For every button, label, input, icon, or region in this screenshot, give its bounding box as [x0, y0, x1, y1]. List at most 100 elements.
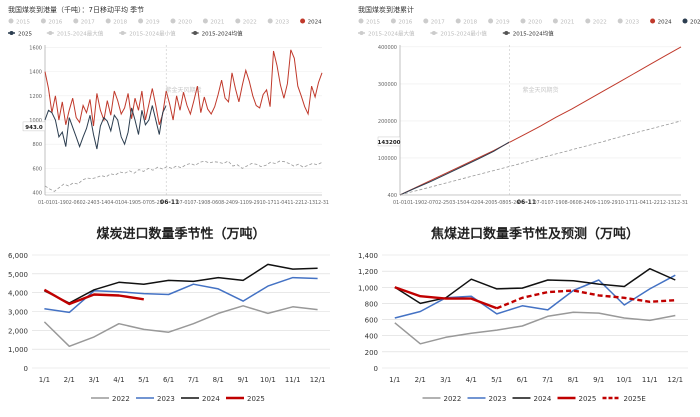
legend-label-2023: 2023: [275, 20, 289, 26]
y-tick-label: 400: [387, 193, 397, 199]
legend-marker-2018: [105, 18, 111, 24]
x-tick-label: 11/1: [642, 376, 658, 384]
x-tick-label: 11-22: [646, 200, 660, 206]
y-tick-label: 1600: [29, 45, 42, 51]
x-tick-label: 4/1: [466, 376, 477, 384]
x-tick-label: 01-19: [407, 200, 421, 206]
legend-label-2017: 2017: [431, 20, 445, 26]
legend-marker-2015: [358, 18, 364, 24]
x-tick-label: 05-26: [505, 200, 519, 206]
legend-marker-2021: [552, 18, 558, 24]
legend-label-2023: 2023: [489, 395, 507, 403]
legend-label-2018: 2018: [463, 20, 477, 26]
x-tick-label: 04-01: [107, 200, 121, 206]
x-tick-label: 9/1: [593, 376, 604, 384]
chart-svg: 煤炭进口数量季节性（万吨） 0 1,000 2,000 3,000 4,000 5,000 6…: [8, 226, 330, 403]
x-tick-label: 12-13: [660, 200, 674, 206]
legend-label-2015-2024: 2015-2024最大值: [368, 30, 415, 38]
legend-label-2020: 2020: [178, 20, 192, 26]
chart-svg: 焦煤进口数量季节性及预测（万吨） 0 200 400 600 800 1,000 1,200 1…: [358, 226, 688, 403]
y-tick-label: 2,000: [8, 327, 28, 335]
x-tick-label: 04-20: [477, 200, 491, 206]
chart-svg: 我国煤炭到港累计 2015 2016 2017 2018 2019 2020 2021 2022…: [358, 5, 700, 206]
y-tick-label: 6,000: [8, 252, 28, 260]
legend-label-2017: 2017: [81, 20, 95, 26]
x-tick-label: 02-06: [66, 200, 80, 206]
x-tick-label: 5/1: [138, 376, 149, 384]
series-line-2023: [44, 276, 318, 314]
x-tick-label: 8/1: [568, 376, 579, 384]
x-tick-label: 3/1: [440, 376, 451, 384]
series-line-2024: [399, 46, 682, 196]
x-tick-label: 05-25: [149, 200, 163, 206]
y-tick-label: 400: [365, 333, 378, 341]
legend-dot-2015-2024: [504, 31, 509, 35]
legend-label-2024: 2024: [308, 20, 322, 26]
series-line-2025: [44, 105, 167, 150]
chart-title: 我国煤炭到港量（千吨）：7日移动平均 季节: [8, 5, 144, 14]
x-tick-label: 05-08: [491, 200, 505, 206]
x-tick-label: 2/1: [415, 376, 426, 384]
legend-marker-2017: [73, 18, 79, 24]
legend-marker-2023: [617, 18, 623, 24]
current-value-label: 143200: [378, 140, 401, 146]
y-tick-label: 3,000: [8, 309, 28, 317]
legend-marker-2019: [488, 18, 494, 24]
series-line-2022: [394, 311, 676, 345]
legend-label-2025: 2025: [247, 395, 265, 403]
x-tick-label: 5/1: [491, 376, 502, 384]
port-arrivals-cumulative-chart: 我国煤炭到港累计 2015 2016 2017 2018 2019 2020 2021 2022…: [350, 0, 700, 210]
x-tick-label: 8/1: [213, 376, 224, 384]
x-tick-label: 03-15: [449, 200, 463, 206]
x-tick-label: 10/1: [616, 376, 632, 384]
y-tick-label: 200000: [378, 119, 397, 125]
series-line-2025: [394, 286, 498, 310]
y-tick-label: 1,000: [8, 346, 28, 354]
legend-marker-2023: [267, 18, 273, 24]
y-tick-label: 300000: [378, 82, 397, 88]
x-tick-label: 12-31: [674, 200, 688, 206]
legend-label-2020: 2020: [528, 20, 542, 26]
legend-marker-2020: [170, 18, 176, 24]
legend-label-2025: 2025: [18, 32, 32, 38]
legend-label-2015-2024: 2015-2024最小值: [129, 30, 176, 38]
chart-title: 焦煤进口数量季节性及预测（万吨）: [430, 226, 639, 242]
x-tick-label: 11-04: [632, 200, 646, 206]
watermark-text: 紫金天风期货: [522, 86, 558, 94]
x-tick-label: 08-24: [218, 200, 232, 206]
y-tick-label: 800: [32, 142, 42, 148]
x-tick-label: 09-11: [232, 200, 246, 206]
x-tick-label: 3/1: [88, 376, 99, 384]
legend-label-2019: 2019: [146, 20, 160, 26]
x-tick-label: 10/1: [260, 376, 276, 384]
x-tick-label: 07-19: [190, 200, 204, 206]
y-tick-label: 400: [32, 191, 42, 197]
x-tick-label: 12-13: [301, 200, 315, 206]
legend-label-2023: 2023: [625, 20, 639, 26]
legend-label-2022: 2022: [593, 20, 607, 26]
legend-dot-2015-2024: [193, 31, 198, 35]
y-tick-label: 5,000: [8, 271, 28, 279]
x-tick-label: 7/1: [188, 376, 199, 384]
x-tick-label: 02-25: [435, 200, 449, 206]
legend-marker-2015: [8, 18, 14, 24]
series-line-2024: [44, 263, 318, 304]
y-tick-label: 1,200: [358, 268, 378, 276]
x-tick-label: 9/1: [237, 376, 248, 384]
x-tick-label: 08-06: [562, 200, 576, 206]
legend-label-2025: 2025: [579, 395, 597, 403]
y-tick-label: 100000: [378, 156, 397, 162]
current-value-box: [377, 136, 401, 147]
coal-imports-seasonal-chart: 煤炭进口数量季节性（万吨） 0 1,000 2,000 3,000 4,000 5,000 6…: [0, 213, 350, 413]
legend-label-2024: 2024: [202, 395, 220, 403]
chart-title: 煤炭进口数量季节性（万吨）: [96, 226, 265, 242]
x-tick-label: 12/1: [310, 376, 326, 384]
legend-label-2015-2024: 2015-2024最小值: [440, 30, 487, 38]
legend-dot-2015-2024: [48, 31, 53, 35]
x-tick-label: 09-29: [246, 200, 260, 206]
x-tick-label: 6/1: [163, 376, 174, 384]
legend-label-2021: 2021: [210, 20, 224, 26]
x-tick-label: 08-06: [204, 200, 218, 206]
legend-dot-2015-2024: [120, 31, 125, 35]
